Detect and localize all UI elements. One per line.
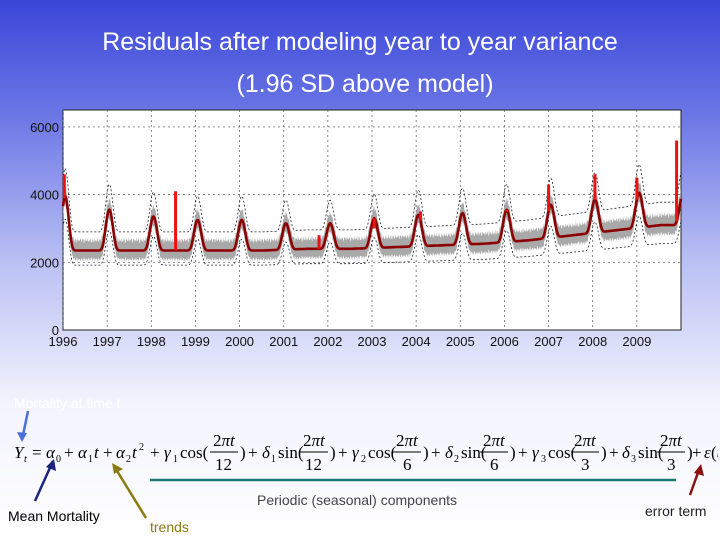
svg-text:6: 6: [490, 455, 499, 474]
x-tick-2006: 2006: [490, 334, 519, 349]
svg-text:Y: Y: [14, 443, 25, 462]
svg-text:α: α: [46, 443, 56, 462]
x-tick-2002: 2002: [313, 334, 342, 349]
x-tick-2004: 2004: [402, 334, 431, 349]
x-tick-2009: 2009: [622, 334, 651, 349]
upper-bound-line: [62, 163, 682, 233]
svg-text:cos(: cos(: [368, 443, 397, 462]
mean-mortality-label: Mean Mortality: [8, 508, 100, 524]
y-tick-6000: 6000: [30, 120, 59, 135]
svg-text:+: +: [609, 443, 619, 462]
svg-text:2: 2: [126, 454, 131, 465]
svg-text:+: +: [338, 443, 348, 462]
svg-text:+: +: [692, 443, 702, 462]
svg-text:cos(: cos(: [548, 443, 577, 462]
svg-text:sin(: sin(: [278, 443, 304, 462]
svg-text:2: 2: [361, 454, 366, 465]
svg-text:12: 12: [215, 455, 232, 474]
svg-text:sin(: sin(: [461, 443, 487, 462]
svg-text:2: 2: [139, 442, 144, 453]
svg-text:2πt: 2πt: [396, 431, 419, 450]
y-tick-0: 0: [52, 323, 59, 338]
svg-text:(t): (t): [711, 443, 718, 462]
svg-text:): ): [510, 443, 516, 462]
svg-text:=: =: [32, 443, 42, 462]
x-tick-1999: 1999: [181, 334, 210, 349]
x-tick-2007: 2007: [534, 334, 563, 349]
svg-text:α: α: [116, 443, 126, 462]
arrow-trends-head: [112, 463, 123, 474]
svg-text:t: t: [132, 443, 138, 462]
svg-text:): ): [423, 443, 429, 462]
svg-text:2πt: 2πt: [213, 431, 236, 450]
x-tick-2005: 2005: [446, 334, 475, 349]
svg-text:δ: δ: [262, 443, 271, 462]
error-term-label: error term: [645, 503, 707, 519]
svg-text:ε: ε: [704, 443, 711, 462]
svg-text:0: 0: [56, 454, 61, 465]
svg-text:t: t: [94, 443, 100, 462]
x-tick-2001: 2001: [269, 334, 298, 349]
x-tick-2000: 2000: [225, 334, 254, 349]
svg-text:sin(: sin(: [638, 443, 664, 462]
x-tick-1998: 1998: [137, 334, 166, 349]
svg-text:+: +: [150, 443, 160, 462]
x-tick-1996: 1996: [49, 334, 78, 349]
lower-bound-line: [62, 215, 682, 266]
svg-text:+: +: [64, 443, 74, 462]
chart-title-line2: (1.96 SD above model): [236, 70, 494, 98]
svg-text:+: +: [431, 443, 441, 462]
svg-text:): ): [330, 443, 336, 462]
svg-text:3: 3: [667, 455, 676, 474]
x-tick-1997: 1997: [93, 334, 122, 349]
model-line: [61, 191, 683, 252]
periodic-label: Periodic (seasonal) components: [257, 492, 457, 508]
svg-text:1: 1: [271, 454, 276, 465]
svg-text:1: 1: [173, 454, 178, 465]
svg-text:γ: γ: [352, 443, 360, 462]
arrow-trends: [112, 465, 148, 519]
svg-text:α: α: [78, 443, 88, 462]
svg-text:3: 3: [631, 454, 636, 465]
svg-text:+: +: [103, 443, 113, 462]
svg-text:2: 2: [454, 454, 459, 465]
svg-text:2πt: 2πt: [483, 431, 506, 450]
svg-text:3: 3: [581, 455, 590, 474]
svg-text:2πt: 2πt: [660, 431, 683, 450]
y-tick-4000: 4000: [30, 188, 59, 203]
arrow-mean-head: [46, 459, 56, 471]
y-tick-2000: 2000: [30, 255, 59, 270]
svg-text:): ): [687, 443, 693, 462]
svg-text:+: +: [248, 443, 258, 462]
svg-text:12: 12: [305, 455, 322, 474]
svg-text:δ: δ: [445, 443, 454, 462]
arrow-mortality-head: [17, 432, 27, 442]
arrow-error-head: [694, 464, 704, 476]
svg-text:γ: γ: [164, 443, 172, 462]
svg-text:δ: δ: [622, 443, 631, 462]
trends-label: trends: [150, 519, 189, 535]
x-tick-2008: 2008: [578, 334, 607, 349]
svg-text:): ): [601, 443, 607, 462]
axis-ticks: 1996 1997 1998 1999 2000 2001 2002 2003 2004 2005…: [30, 120, 651, 349]
svg-text:3: 3: [541, 454, 546, 465]
chart-title-line1: Residuals after modeling year to year va…: [102, 28, 618, 56]
svg-text:γ: γ: [532, 443, 540, 462]
x-tick-2003: 2003: [358, 334, 387, 349]
svg-text:cos(: cos(: [180, 443, 209, 462]
svg-text:1: 1: [88, 454, 93, 465]
svg-text:t: t: [24, 454, 27, 465]
model-line-group: [61, 140, 683, 266]
svg-text:+: +: [518, 443, 528, 462]
svg-text:): ): [240, 443, 246, 462]
svg-text:2πt: 2πt: [574, 431, 597, 450]
mortality-at-time-label: Mortality at time t: [14, 395, 121, 411]
svg-text:2πt: 2πt: [303, 431, 326, 450]
svg-text:6: 6: [403, 455, 412, 474]
